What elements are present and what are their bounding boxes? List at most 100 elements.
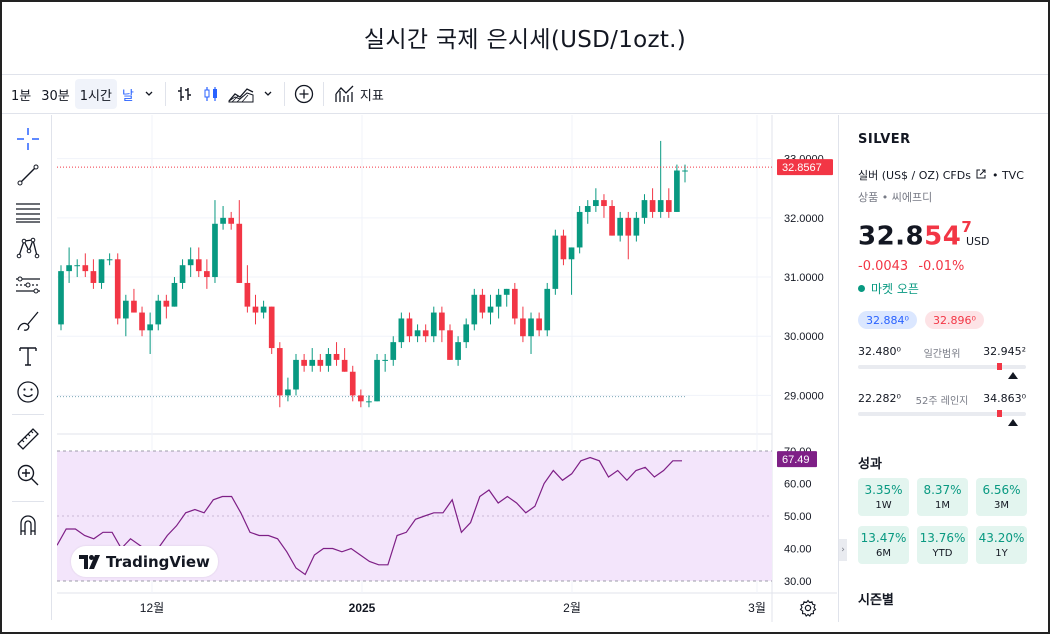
- tradingview-watermark[interactable]: TradingView: [71, 546, 218, 577]
- candle-body: [155, 300, 162, 325]
- brush-tool[interactable]: [14, 307, 42, 335]
- candle-body: [657, 200, 664, 212]
- candle-body: [228, 217, 235, 224]
- perf-card-6m[interactable]: 13.47% 6M: [858, 526, 909, 564]
- tool-divider: [12, 501, 44, 502]
- candle-body: [333, 353, 340, 360]
- year-high: 34.863⁰: [983, 392, 1026, 405]
- perf-value: 8.37%: [923, 483, 962, 497]
- perf-card-ytd[interactable]: 13.76% YTD: [917, 526, 968, 564]
- emoji-tool[interactable]: [14, 378, 42, 406]
- candle-body: [236, 223, 243, 283]
- compare-button[interactable]: [291, 79, 317, 109]
- candle-body: [390, 342, 397, 360]
- symbol-name[interactable]: SILVER: [858, 132, 911, 147]
- candle-body: [641, 200, 648, 218]
- candle-body: [552, 235, 559, 289]
- price-change: -0.0043 -0.01%: [858, 259, 964, 274]
- price-tick-label: 29.0000: [784, 390, 824, 402]
- exchange-name[interactable]: TVC: [1001, 169, 1024, 182]
- perf-card-1w[interactable]: 3.35% 1W: [858, 478, 909, 516]
- emoji-icon: [17, 381, 39, 403]
- perf-label: YTD: [932, 548, 953, 559]
- chart-settings-button[interactable]: [799, 599, 819, 619]
- candles-icon: [204, 87, 217, 101]
- text-tool[interactable]: [14, 342, 42, 370]
- candle-body: [317, 359, 324, 366]
- magnet-tool[interactable]: [14, 511, 42, 539]
- chart-area[interactable]: 33.000032.000031.000030.000029.000070.00…: [57, 115, 837, 622]
- candle-body: [382, 359, 388, 361]
- plus-circle-icon: [294, 84, 314, 104]
- zoom-tool[interactable]: [14, 461, 42, 489]
- price-chart[interactable]: 33.000032.000031.000030.000029.000070.00…: [57, 115, 837, 622]
- chevron-down-icon: [264, 91, 272, 96]
- category-prefix: 상품: [858, 191, 879, 204]
- perf-value: 13.47%: [860, 531, 907, 545]
- year-low: 22.282⁰: [858, 392, 901, 405]
- area-chart-type-button[interactable]: [224, 79, 258, 109]
- candle-body: [325, 353, 332, 366]
- pattern-icon: [16, 237, 40, 259]
- change-abs: -0.0043: [858, 259, 909, 274]
- trendline-tool[interactable]: [14, 161, 42, 189]
- ruler-tool[interactable]: [14, 425, 42, 453]
- collapse-panel-button[interactable]: ›: [839, 539, 847, 561]
- interval-30m[interactable]: 30분: [41, 88, 70, 104]
- candle-body: [147, 324, 153, 331]
- candle-body: [593, 200, 599, 207]
- candle-body: [503, 288, 510, 295]
- description-text[interactable]: 실버 (US$ / OZ) CFDs: [858, 169, 971, 182]
- candle-body: [74, 265, 81, 267]
- candle-body: [536, 318, 542, 331]
- candle-body: [665, 200, 672, 212]
- trendline-icon: [17, 164, 39, 186]
- toolbar-divider: [283, 82, 285, 106]
- chart-type-dropdown[interactable]: [258, 79, 278, 109]
- candle-body: [471, 294, 478, 325]
- perf-card-1m[interactable]: 8.37% 1M: [917, 478, 968, 516]
- interval-1m[interactable]: 1분: [11, 88, 32, 104]
- category-name: 씨에프디: [891, 191, 933, 204]
- perf-label: 3M: [994, 500, 1009, 511]
- indicators-button[interactable]: 지표: [330, 79, 389, 109]
- candle-body: [511, 288, 518, 319]
- candle-body: [171, 282, 178, 307]
- candle-body: [341, 359, 348, 372]
- perf-card-3m[interactable]: 6.56% 3M: [976, 478, 1027, 516]
- fib-icon: [16, 203, 40, 223]
- market-status-label: 마켓 오픈: [871, 282, 919, 296]
- candle-body: [268, 306, 275, 349]
- candle-body: [58, 271, 64, 325]
- text-icon: [19, 347, 37, 366]
- candle-chart-type-button[interactable]: [198, 79, 224, 109]
- year-range-bar: [858, 410, 1026, 426]
- day-low: 32.480⁰: [858, 345, 901, 358]
- pattern-tool[interactable]: [14, 234, 42, 262]
- interval-day[interactable]: 날: [121, 88, 134, 104]
- candle-body: [649, 200, 656, 212]
- candle-body: [244, 282, 251, 307]
- magnet-icon: [20, 515, 36, 535]
- ask-price-badge: 32.896⁰: [925, 311, 984, 329]
- zoom-in-icon: [17, 464, 39, 486]
- bar-chart-type-button[interactable]: [172, 79, 198, 109]
- candle-body: [463, 324, 470, 343]
- interval-1h[interactable]: 1시간: [74, 79, 117, 109]
- watermark-text: TradingView: [106, 552, 210, 571]
- candles: [57, 140, 772, 408]
- day-range-marker: [997, 363, 1003, 370]
- candle-body: [366, 401, 372, 403]
- crosshair-tool[interactable]: [14, 125, 42, 153]
- perf-card-1y[interactable]: 43.20% 1Y: [976, 526, 1027, 564]
- candle-body: [179, 265, 186, 283]
- drawing-toolbar: [2, 115, 52, 620]
- candle-body: [285, 389, 291, 396]
- candle-body: [544, 288, 551, 331]
- forecast-tool[interactable]: [14, 271, 42, 299]
- year-range-label: 52주 레인지: [915, 396, 969, 407]
- interval-dropdown[interactable]: [139, 79, 159, 109]
- external-link-icon[interactable]: [976, 169, 986, 179]
- fib-tool[interactable]: [14, 198, 42, 226]
- tradingview-logo-icon: [79, 554, 100, 569]
